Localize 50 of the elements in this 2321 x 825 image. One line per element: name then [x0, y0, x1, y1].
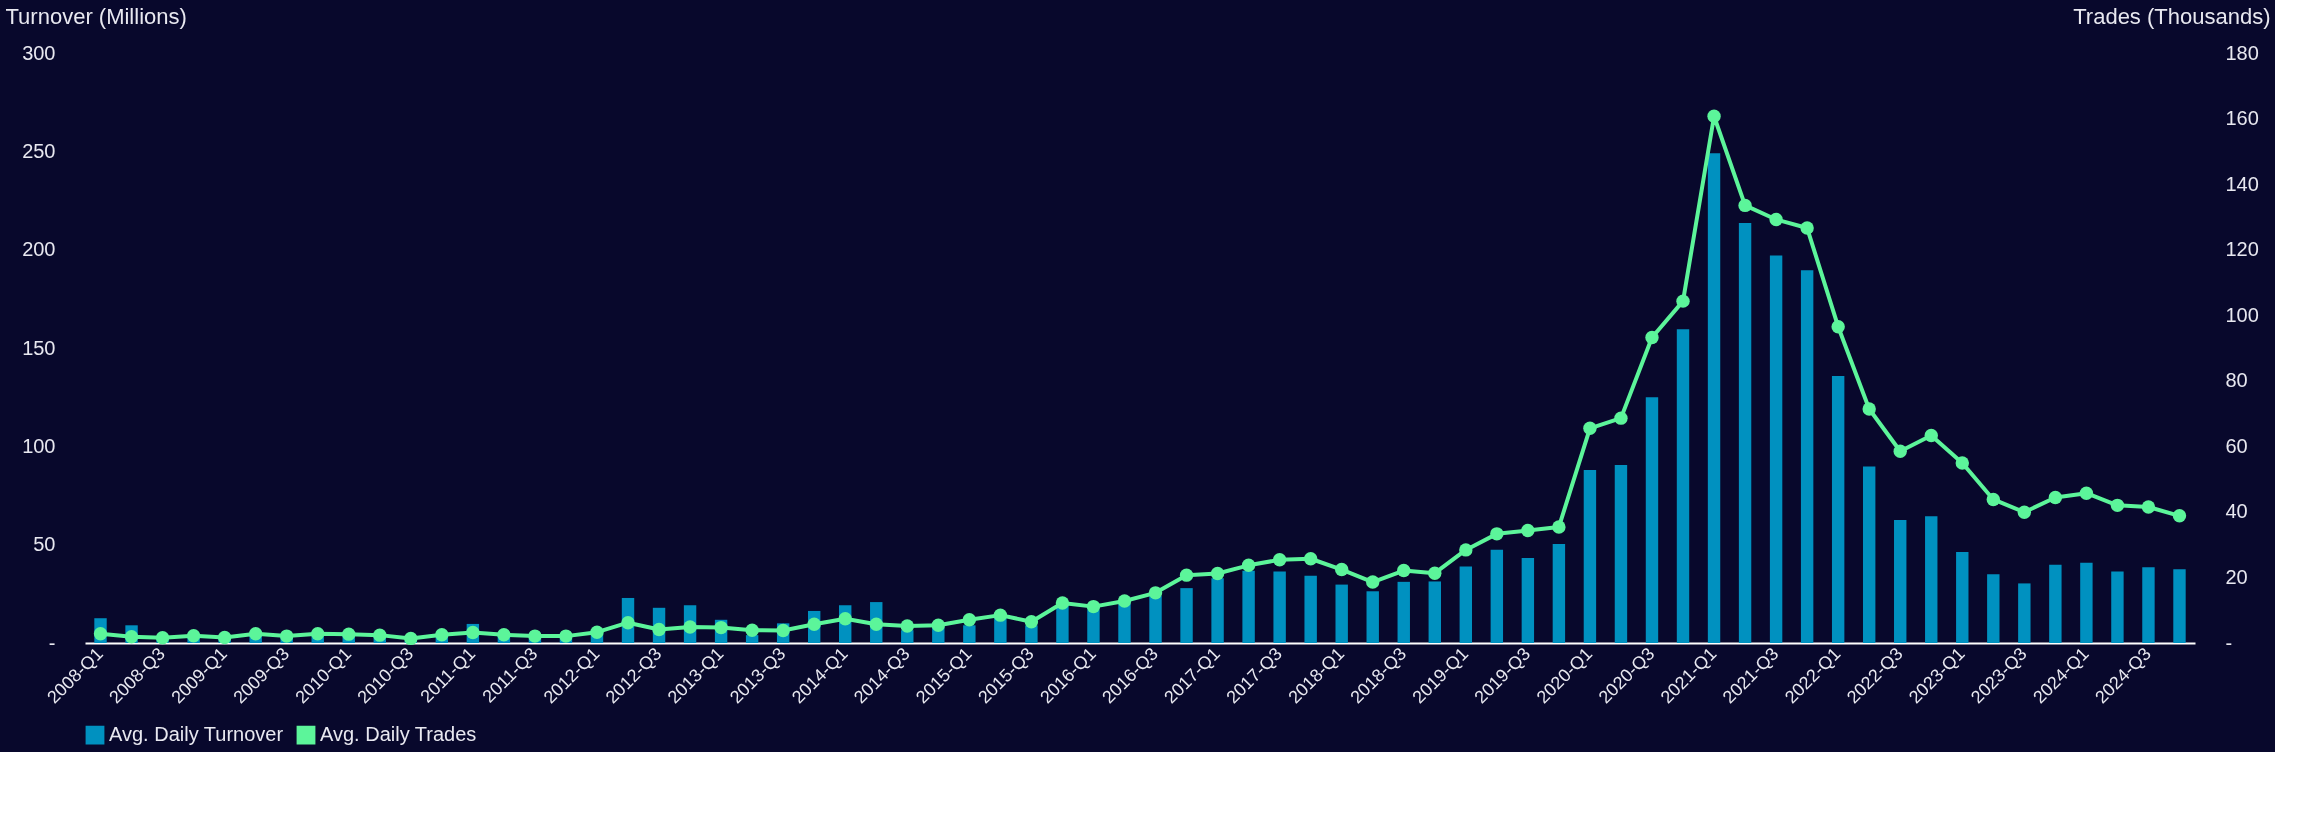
- y2-tick-label: 160: [2225, 107, 2259, 130]
- bar: [2142, 567, 2155, 643]
- bar: [1614, 465, 1628, 643]
- bar: [1397, 581, 1410, 643]
- bar: [1707, 153, 1721, 643]
- bar: [1800, 270, 1814, 643]
- bar: [1552, 544, 1566, 643]
- bar: [1925, 516, 1938, 643]
- legend-label: Avg. Daily Trades: [320, 723, 477, 746]
- y2-tick-label: 80: [2225, 369, 2248, 392]
- y-tick-label: 50: [33, 533, 56, 556]
- bar: [1645, 397, 1659, 643]
- bar: [2018, 583, 2031, 643]
- y2-tick-label: 180: [2225, 41, 2259, 64]
- y-tick-label: 250: [22, 139, 56, 162]
- y-tick-label: 100: [22, 434, 56, 457]
- y2-tick-label: 40: [2225, 500, 2248, 523]
- bar: [1304, 575, 1317, 643]
- bar: [2049, 564, 2062, 643]
- bar: [1738, 223, 1752, 643]
- bar: [1987, 574, 2000, 643]
- y2-tick-label: 20: [2225, 565, 2248, 588]
- bar: [1862, 466, 1876, 643]
- bar: [1180, 588, 1193, 643]
- y-tick-label: 300: [22, 41, 56, 64]
- y-tick-label: 200: [22, 238, 56, 261]
- bar: [1769, 255, 1783, 643]
- bar: [1831, 375, 1845, 643]
- y2-tick-label: 140: [2225, 172, 2259, 195]
- bar: [1894, 520, 1907, 643]
- y2-tick-label: 100: [2225, 303, 2259, 326]
- y2-tick-label: 120: [2225, 238, 2259, 261]
- bar: [1583, 469, 1597, 643]
- bar: [1676, 329, 1690, 643]
- y-tick-label: -: [48, 631, 56, 654]
- bar: [1335, 584, 1348, 643]
- bar: [1490, 549, 1504, 643]
- bar: [1521, 558, 1535, 643]
- y2-axis-title: Trades (Thousands): [2073, 3, 2271, 29]
- y2-tick-label: 60: [2225, 434, 2248, 457]
- y-tick-label: 150: [22, 336, 56, 359]
- bar: [1459, 566, 1473, 643]
- legend-label: Avg. Daily Turnover: [109, 723, 284, 746]
- y-axis-title: Turnover (Millions): [5, 3, 187, 29]
- bar: [2080, 562, 2093, 643]
- bar: [2173, 569, 2186, 643]
- bar: [2111, 571, 2124, 643]
- y2-tick-label: -: [2225, 631, 2233, 654]
- bar: [1956, 551, 1969, 643]
- bar: [1273, 571, 1286, 643]
